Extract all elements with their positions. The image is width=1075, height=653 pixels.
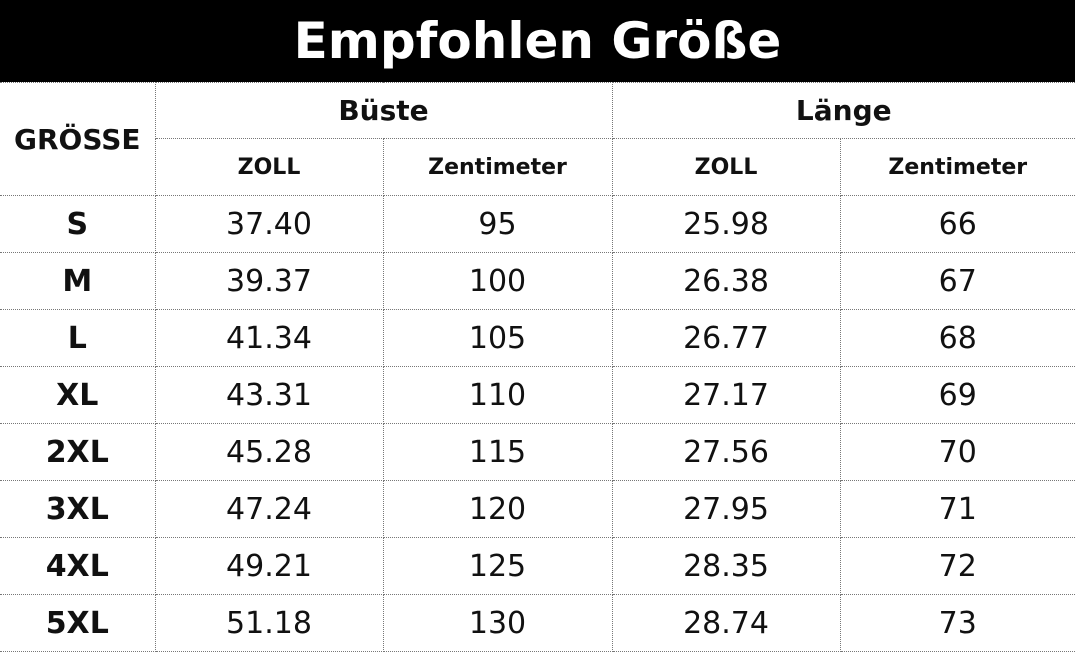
value-cell: 27.56 (611, 423, 841, 481)
value-cell: 27.17 (611, 366, 841, 424)
value-cell: 25.98 (611, 195, 841, 253)
unit-header: Zentimeter (382, 138, 613, 196)
value-cell: 67 (839, 252, 1075, 310)
value-cell: 70 (839, 423, 1075, 481)
value-cell: 26.77 (611, 309, 841, 367)
value-cell: 105 (382, 309, 613, 367)
value-cell: 115 (382, 423, 613, 481)
size-cell: L (0, 309, 156, 367)
unit-header: Zentimeter (839, 138, 1075, 196)
value-cell: 49.21 (154, 537, 384, 595)
value-cell: 51.18 (154, 594, 384, 652)
size-cell: 3XL (0, 480, 156, 538)
value-cell: 68 (839, 309, 1075, 367)
value-cell: 27.95 (611, 480, 841, 538)
data-row: 5XL 51.18 130 28.74 73 (0, 594, 1075, 652)
title: Empfohlen Größe (293, 12, 782, 70)
value-cell: 69 (839, 366, 1075, 424)
size-cell: 2XL (0, 423, 156, 481)
value-cell: 39.37 (154, 252, 384, 310)
value-cell: 130 (382, 594, 613, 652)
size-cell: XL (0, 366, 156, 424)
size-cell: 4XL (0, 537, 156, 595)
unit-header: ZOLL (155, 138, 384, 196)
size-cell: S (0, 195, 156, 253)
value-cell: 72 (839, 537, 1075, 595)
value-cell: 41.34 (154, 309, 384, 367)
group-header: Büste (154, 82, 613, 139)
value-cell: 71 (839, 480, 1075, 538)
data-row: 2XL 45.28 115 27.56 70 (0, 423, 1075, 481)
title-bar: Empfohlen Größe (0, 0, 1075, 82)
data-row: 4XL 49.21 125 28.35 72 (0, 537, 1075, 595)
value-cell: 110 (382, 366, 613, 424)
unit-row: ZOLL Zentimeter ZOLL Zentimeter (0, 138, 1075, 196)
value-cell: 47.24 (154, 480, 384, 538)
size-table: GRÖSSE Büste Länge ZOLL Zentimeter ZOLL Zen… (0, 82, 1075, 652)
value-cell: 73 (839, 594, 1075, 652)
value-cell: 37.40 (154, 195, 384, 253)
value-cell: 45.28 (154, 423, 384, 481)
value-cell: 28.74 (611, 594, 841, 652)
value-cell: 120 (382, 480, 613, 538)
data-row: XL 43.31 110 27.17 69 (0, 366, 1075, 424)
size-cell: M (0, 252, 156, 310)
value-cell: 95 (382, 195, 613, 253)
value-cell: 43.31 (154, 366, 384, 424)
data-row: L 41.34 105 26.77 68 (0, 309, 1075, 367)
value-cell: 125 (382, 537, 613, 595)
value-cell: 100 (382, 252, 613, 310)
unit-header: ZOLL (611, 138, 841, 196)
table-body: GRÖSSE Büste Länge ZOLL Zentimeter ZOLL Zen… (0, 82, 1075, 652)
header-row: GRÖSSE Büste Länge (0, 82, 1075, 196)
data-row: S 37.40 95 25.98 66 (0, 195, 1075, 253)
value-cell: 28.35 (611, 537, 841, 595)
value-cell: 26.38 (611, 252, 841, 310)
size-cell: 5XL (0, 594, 156, 652)
size-header: GRÖSSE (0, 82, 156, 196)
data-row: M 39.37 100 26.38 67 (0, 252, 1075, 310)
value-cell: 66 (839, 195, 1075, 253)
data-row: 3XL 47.24 120 27.95 71 (0, 480, 1075, 538)
group-header: Länge (611, 82, 1075, 139)
